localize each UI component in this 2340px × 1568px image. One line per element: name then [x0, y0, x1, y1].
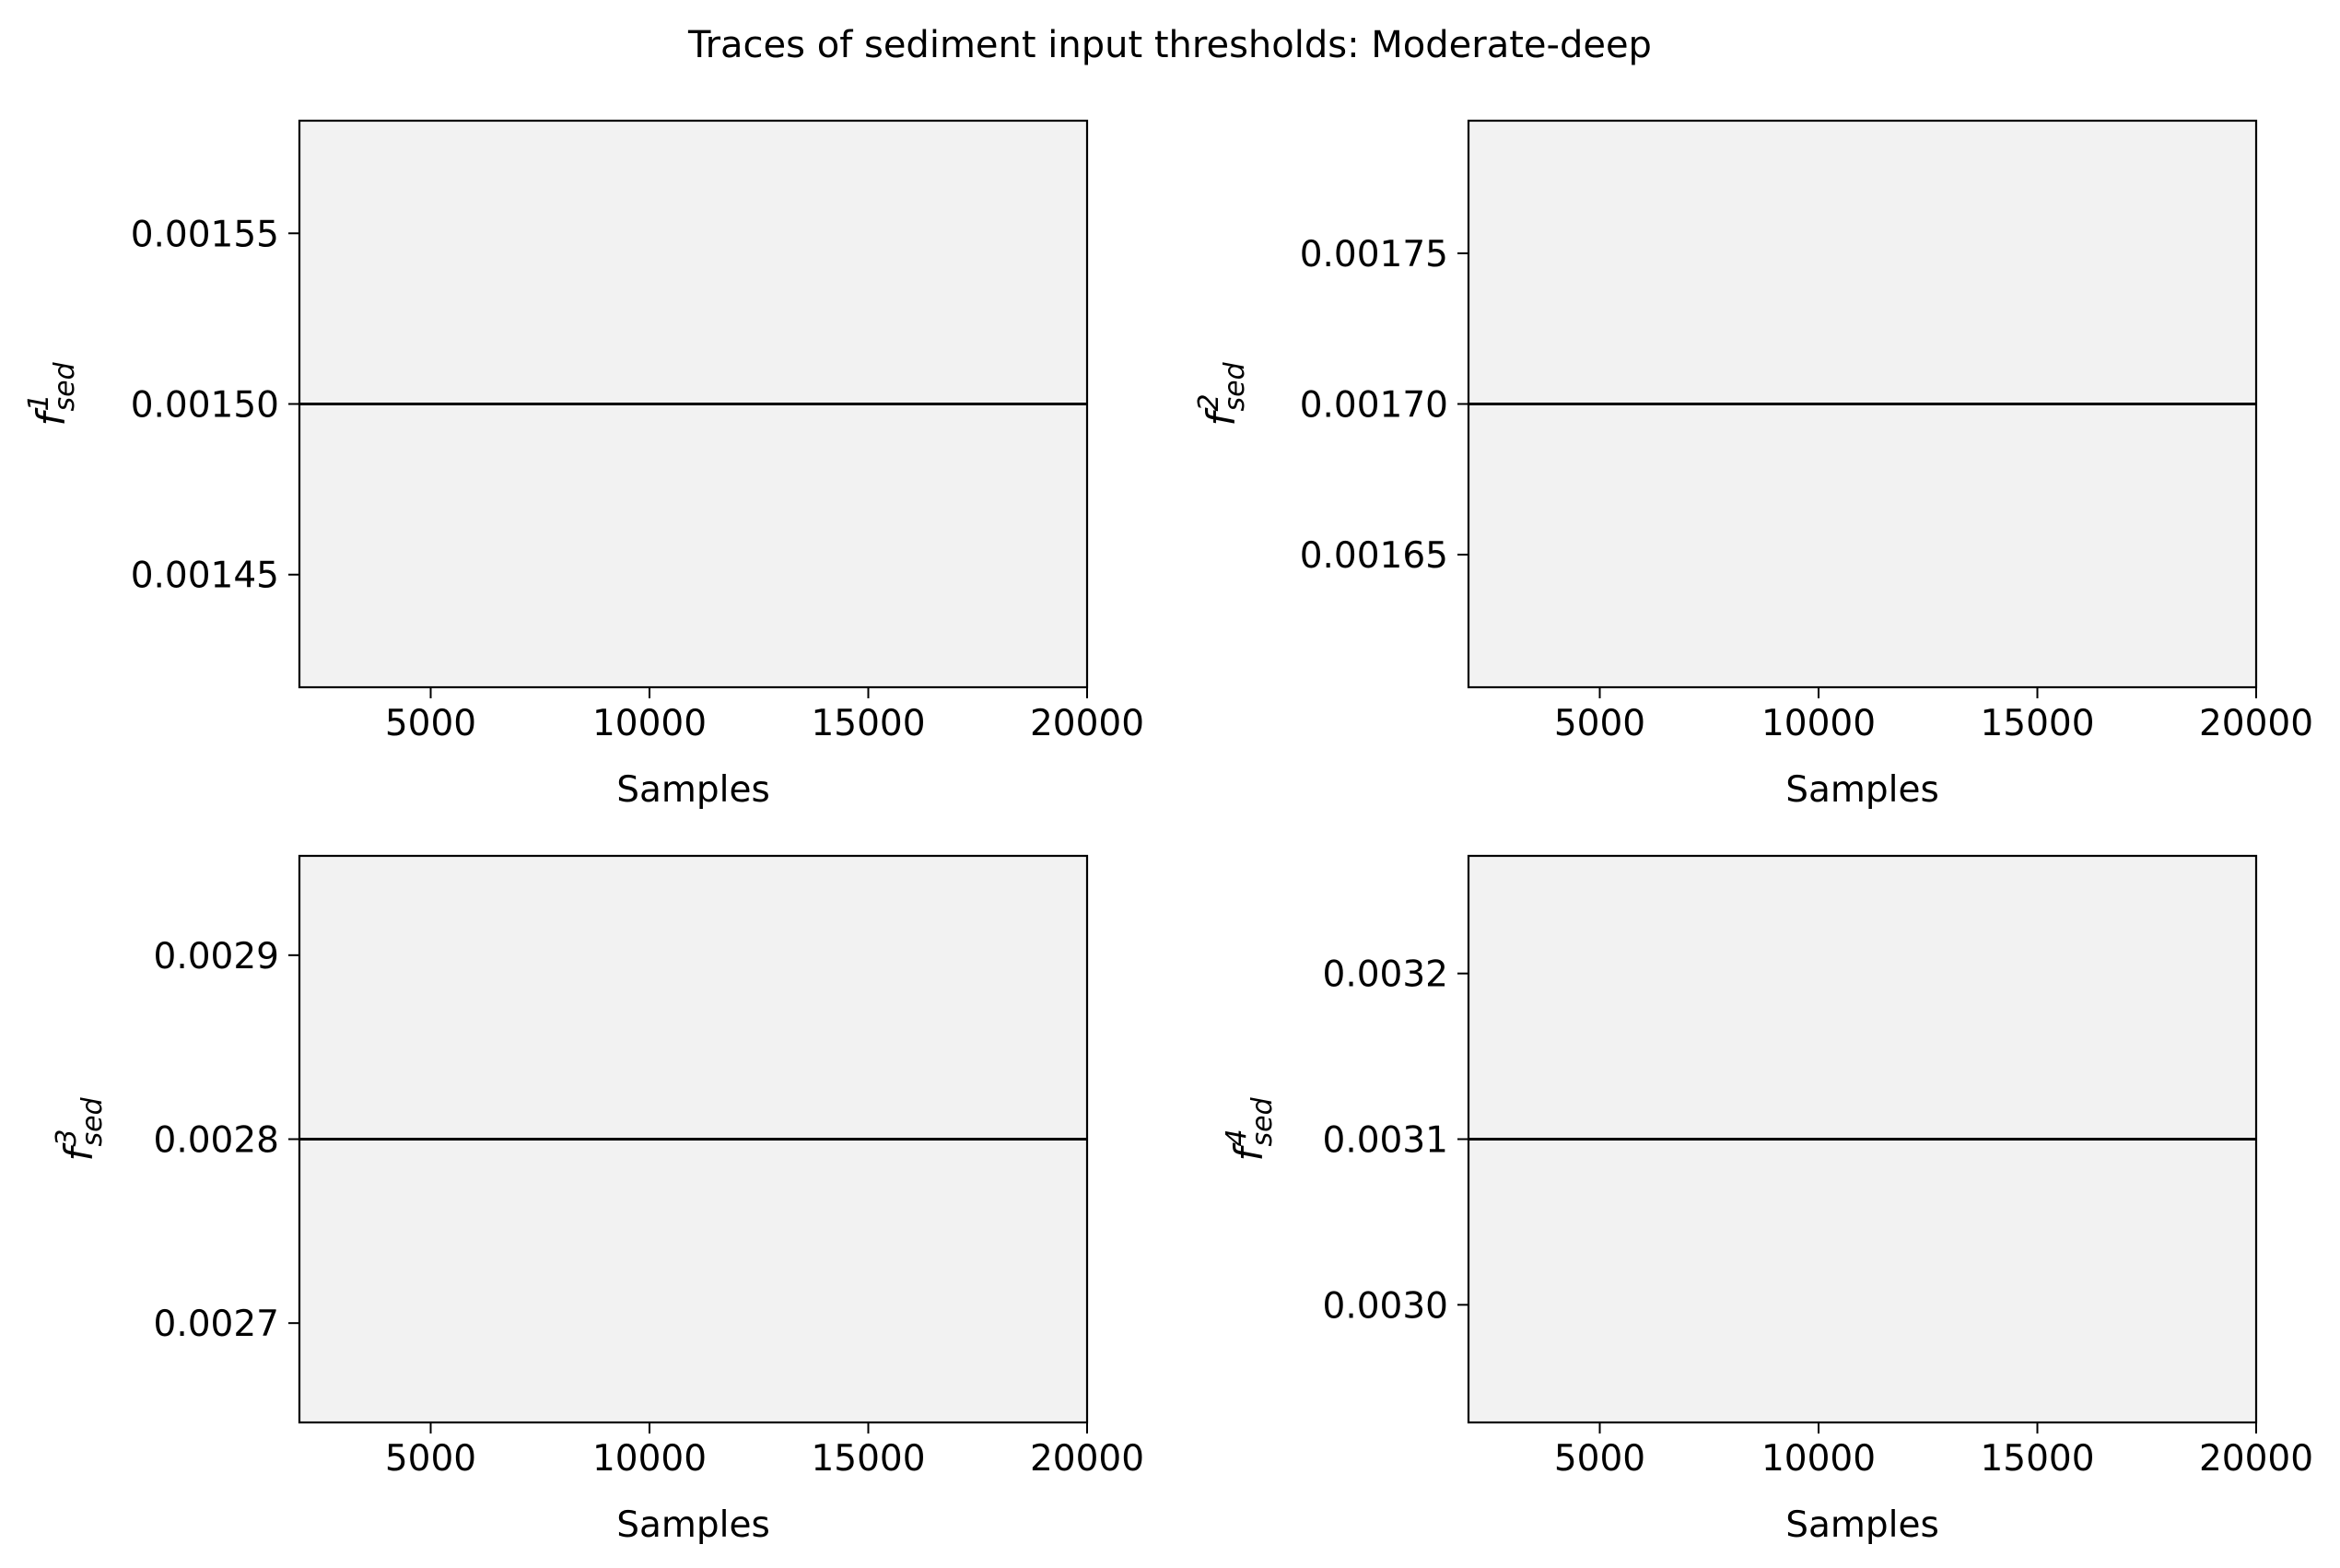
y-label-subscript: sed: [49, 361, 81, 411]
subplot-grid: 5000 10000 15000 200000.001450.001500.00155…: [23, 119, 2313, 1546]
chart-title: Traces of sediment input thresholds: Mod…: [687, 24, 1652, 66]
y-tick-label: 0.00175: [1300, 234, 1448, 275]
y-tick-label: 0.00150: [131, 385, 279, 427]
y-label-superscript: 4: [1221, 1129, 1253, 1146]
subplot-2: 5000 10000 15000 20000 0.00165 0.00170 0.00175…: [1193, 119, 2313, 811]
x-tick-label: 15000: [1980, 703, 2094, 744]
y-tick-label: 0.0030: [1323, 1285, 1448, 1327]
y-tick-label: 0.0029: [154, 936, 279, 977]
y-label-superscript: 1: [23, 393, 55, 411]
x-tick-label: 5000: [1554, 1438, 1645, 1480]
y-label-subscript: sed: [1246, 1096, 1279, 1146]
subplot-3: 5000 10000 15000 20000 0.0027 0.0028 0.0029 Sam…: [51, 854, 1144, 1546]
y-tick-label: 0.0027: [154, 1304, 279, 1345]
x-tick-label: 20000: [2199, 703, 2313, 744]
y-tick-label: 0.00145: [131, 556, 279, 597]
y-tick-label: 0.00155: [131, 214, 279, 255]
x-tick-label: 10000: [592, 703, 707, 744]
y-tick-label: 0.0032: [1323, 954, 1448, 996]
x-tick-label: 15000: [811, 703, 925, 744]
subplot-1: 5000 10000 15000 20000 0.00145 0.00150 0.00155…: [23, 119, 1144, 811]
y-tick-label: 0.0031: [1323, 1120, 1448, 1162]
x-tick-label: 5000: [1554, 703, 1645, 744]
x-tick-label: 5000: [385, 1438, 476, 1480]
x-tick-label: 15000: [1980, 1438, 2094, 1480]
y-label-superscript: 3: [51, 1129, 83, 1146]
x-tick-label: 10000: [592, 1438, 707, 1480]
y-label-subscript: sed: [76, 1096, 109, 1146]
x-tick-label: 10000: [1761, 1438, 1876, 1480]
x-axis-label: Samples: [616, 1504, 770, 1546]
x-tick-label: 20000: [1030, 1438, 1144, 1480]
x-tick-label: 15000: [811, 1438, 925, 1480]
x-tick-label: 20000: [2199, 1438, 2313, 1480]
x-tick-label: 20000: [1030, 703, 1144, 744]
x-axis-label: Samples: [1785, 1504, 1939, 1546]
x-tick-label: 5000: [385, 703, 476, 744]
y-label-superscript: 2: [1193, 393, 1225, 411]
x-axis-label: Samples: [616, 769, 770, 811]
x-tick-label: 10000: [1761, 703, 1876, 744]
y-label-subscript: sed: [1219, 361, 1251, 411]
subplot-4: 5000 10000 15000 20000 0.0030 0.0031 0.0032 Sam…: [1221, 854, 2313, 1546]
y-tick-label: 0.00170: [1300, 385, 1448, 427]
x-axis-label: Samples: [1785, 769, 1939, 811]
y-tick-label: 0.0028: [154, 1120, 279, 1162]
y-tick-label: 0.00165: [1300, 535, 1448, 577]
